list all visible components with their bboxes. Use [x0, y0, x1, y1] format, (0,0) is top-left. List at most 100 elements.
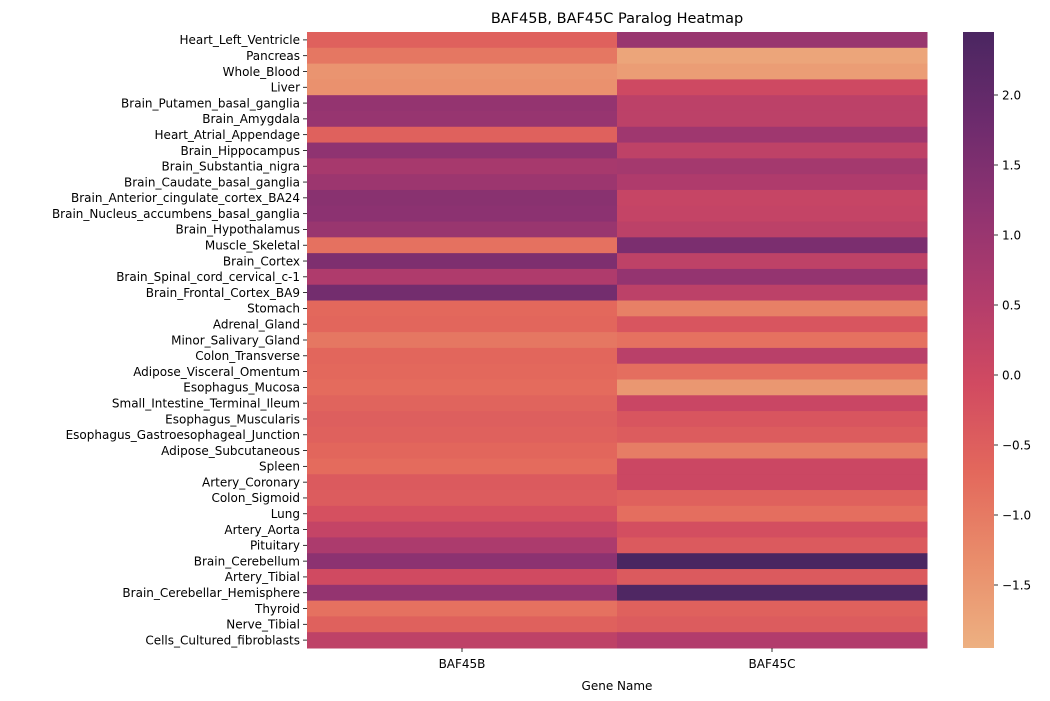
row-label: Brain_Anterior_cingulate_cortex_BA24: [71, 191, 300, 205]
heatmap-cell: [617, 395, 928, 412]
heatmap-cell: [617, 79, 928, 96]
colorbar-ticks: −1.5 −1.0 −0.5 0.0 0.5 1.0 1.5 2.0: [994, 89, 1031, 593]
heatmap-cell: [307, 474, 618, 491]
row-label: Adrenal_Gland: [213, 318, 300, 332]
heatmap-cell: [307, 32, 618, 49]
heatmap-cell: [617, 174, 928, 191]
heatmap-cell: [307, 537, 618, 554]
heatmap-cell: [617, 379, 928, 396]
row-label: Adipose_Visceral_Omentum: [133, 365, 300, 379]
heatmap-cell: [307, 237, 618, 254]
colorbar-tick-label: 1.5: [1002, 159, 1021, 173]
row-label: Colon_Sigmoid: [211, 491, 300, 505]
heatmap-cell: [617, 521, 928, 538]
heatmap-cell: [617, 95, 928, 112]
heatmap-cell: [307, 490, 618, 507]
heatmap-cell: [617, 332, 928, 349]
colorbar-tick-label: 1.0: [1002, 229, 1021, 243]
heatmap-cell: [617, 347, 928, 365]
heatmap-cell: [307, 332, 618, 349]
row-label: Brain_Amygdala: [202, 112, 300, 126]
heatmap-cell: [617, 205, 928, 223]
row-label: Brain_Cortex: [223, 254, 300, 268]
row-label: Esophagus_Mucosa: [183, 381, 300, 395]
row-label: Nerve_Tibial: [226, 618, 300, 632]
column-labels: BAF45B BAF45C: [439, 648, 796, 671]
colorbar-tick-label: −1.0: [1002, 509, 1031, 523]
colorbar-tick-label: −0.5: [1002, 439, 1031, 453]
heatmap-cell: [307, 142, 618, 159]
x-axis-label: Gene Name: [582, 679, 653, 693]
heatmap-cell: [307, 505, 618, 523]
colorbar-tick-label: 0.0: [1002, 369, 1021, 383]
heatmap-cell: [307, 63, 618, 80]
heatmap-cell: [617, 237, 928, 254]
row-label: Muscle_Skeletal: [205, 239, 300, 253]
heatmap-cells: [307, 32, 928, 649]
heatmap-cell: [617, 584, 928, 602]
heatmap-cell: [617, 600, 928, 617]
row-label: Brain_Hippocampus: [180, 144, 300, 158]
row-label: Brain_Substantia_nigra: [162, 160, 300, 174]
heatmap-cell: [617, 316, 928, 333]
heatmap-cell: [617, 458, 928, 475]
heatmap-cell: [617, 505, 928, 523]
heatmap-cell: [617, 189, 928, 207]
row-label: Brain_Putamen_basal_ganglia: [121, 96, 300, 110]
heatmap-cell: [307, 110, 618, 128]
heatmap-cell: [617, 158, 928, 175]
row-label: Brain_Cerebellar_Hemisphere: [122, 586, 300, 600]
row-label: Adipose_Subcutaneous: [161, 444, 300, 458]
row-label: Esophagus_Muscularis: [165, 412, 300, 426]
row-label: Artery_Tibial: [225, 570, 300, 584]
colorbar: [963, 32, 994, 648]
row-label: Heart_Atrial_Appendage: [155, 128, 300, 142]
heatmap-cell: [617, 32, 928, 49]
heatmap-cell: [307, 174, 618, 191]
heatmap-cell: [617, 47, 928, 65]
row-label: Heart_Left_Ventricle: [179, 33, 300, 47]
heatmap-cell: [617, 300, 928, 317]
row-label: Thyroid: [254, 602, 300, 616]
heatmap-cell: [617, 253, 928, 270]
heatmap-cell: [617, 110, 928, 128]
heatmap-cell: [617, 426, 928, 444]
heatmap-cell: [307, 616, 618, 633]
heatmap-cell: [307, 189, 618, 207]
row-label: Colon_Transverse: [195, 349, 300, 363]
heatmap-cell: [617, 221, 928, 238]
row-label: Stomach: [247, 302, 300, 316]
row-labels: Heart_Left_Ventricle Pancreas Whole_Blood L…: [52, 33, 307, 647]
heatmap-cell: [307, 553, 618, 570]
heatmap-cell: [617, 442, 928, 459]
colorbar-tick-label: −1.5: [1002, 579, 1031, 593]
row-label: Pituitary: [250, 539, 300, 553]
heatmap-cell: [307, 158, 618, 175]
row-label: Brain_Frontal_Cortex_BA9: [146, 286, 300, 300]
heatmap-cell: [307, 379, 618, 396]
heatmap-cell: [617, 632, 928, 649]
row-label: Artery_Coronary: [202, 475, 300, 489]
heatmap-cell: [307, 584, 618, 602]
row-label: Esophagus_Gastroesophageal_Junction: [66, 428, 300, 442]
heatmap-cell: [307, 426, 618, 444]
heatmap-cell: [617, 126, 928, 144]
row-label: Liver: [271, 81, 301, 95]
colorbar-tick-label: 2.0: [1002, 89, 1021, 103]
heatmap-cell: [307, 205, 618, 223]
heatmap-cell: [307, 442, 618, 459]
column-label: BAF45C: [749, 657, 796, 671]
row-label: Spleen: [259, 460, 300, 474]
heatmap-cell: [307, 47, 618, 65]
heatmap-cell: [307, 347, 618, 365]
heatmap-cell: [617, 284, 928, 302]
heatmap-cell: [307, 600, 618, 617]
heatmap-cell: [307, 411, 618, 428]
heatmap-cell: [617, 553, 928, 570]
heatmap-cell: [617, 537, 928, 554]
row-label: Brain_Spinal_cord_cervical_c-1: [116, 270, 300, 284]
heatmap-cell: [307, 79, 618, 96]
heatmap-cell: [307, 95, 618, 112]
heatmap-cell: [617, 63, 928, 80]
